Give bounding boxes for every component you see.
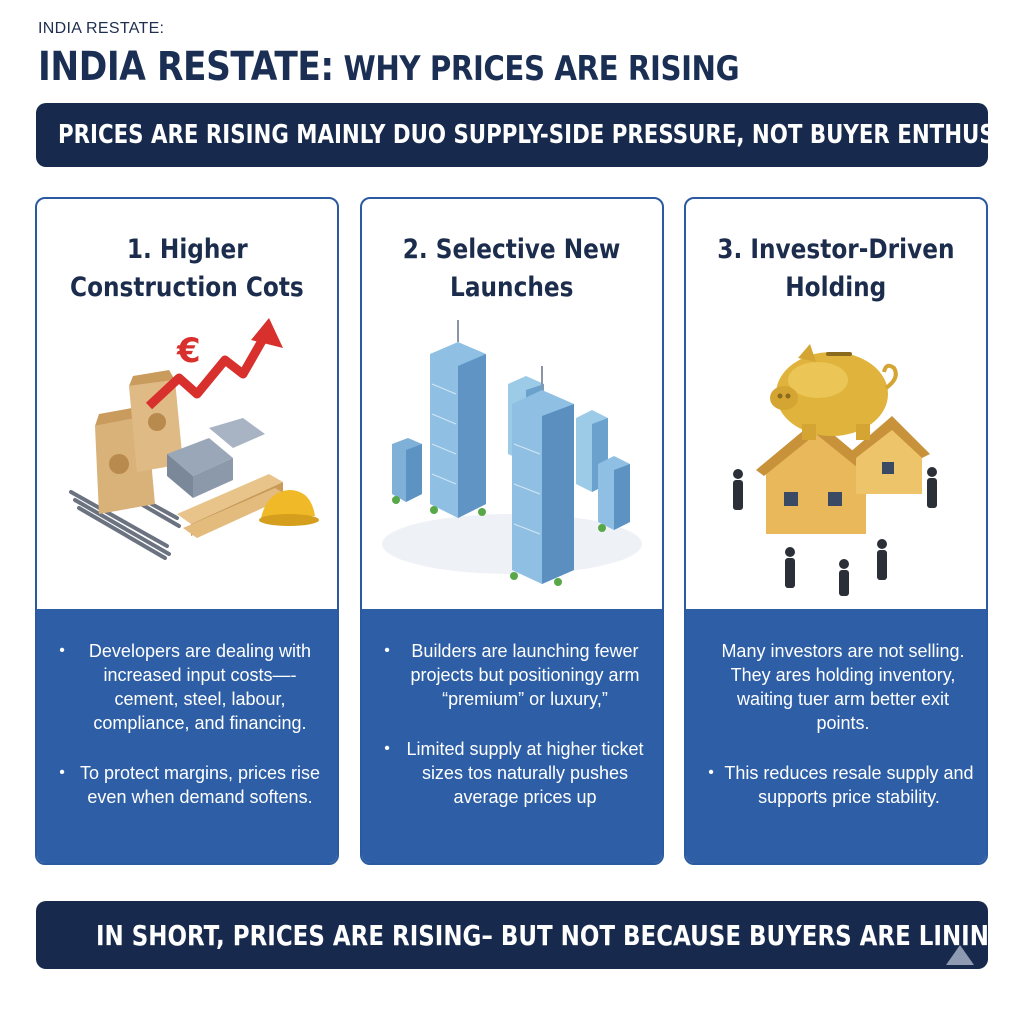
page-title-part2: WHY PRICES ARE RISING	[333, 49, 740, 89]
bullet-item: • This reduces resale supply and support…	[700, 761, 976, 809]
card-body: • Developers are dealing with increased …	[37, 609, 337, 863]
bullet-dot: •	[384, 740, 390, 757]
card-construction-costs: 1. Higher Construction Cots	[35, 197, 339, 865]
bullet-item: • Builders are launching fewer projects …	[376, 639, 652, 711]
card-title-line2: Construction Cots	[70, 272, 304, 303]
bullet-item: • To protect margins, prices rise even w…	[51, 761, 327, 809]
bullet-text: Limited supply at higher ticket sizes to…	[406, 739, 644, 807]
bullet-item: • Limited supply at higher ticket sizes …	[376, 737, 652, 809]
card-title-line2: Holding	[785, 272, 887, 303]
bullet-text: Developers are dealing with increased in…	[88, 641, 312, 733]
summary-text: IN SHORT, PRICES ARE RISING– BUT NOT BEC…	[96, 919, 988, 952]
card-title: 2. Selective New Launches	[362, 231, 662, 307]
piggy-bank-house-investors-icon	[733, 344, 937, 596]
page-title: INDIA RESTATE: WHY PRICES ARE RISING	[38, 44, 740, 90]
bullet-dot: •	[708, 764, 714, 781]
subtitle-text: PRICES ARE RISING MAINLY DUO SUPPLY-SIDE…	[58, 120, 988, 150]
bullet-text: To protect margins, prices rise even whe…	[79, 763, 321, 807]
bullet-text: Builders are launching fewer projects bu…	[410, 641, 640, 709]
svg-text:€: €	[176, 331, 201, 371]
bullet-item: • Developers are dealing with increased …	[51, 639, 327, 735]
card-title-line1: 2. Selective New	[403, 234, 621, 265]
bullet-text: This reduces resale supply and supports …	[724, 763, 974, 807]
bullet-dot: •	[59, 642, 65, 659]
card-body: Many investors are not selling. They are…	[686, 609, 986, 863]
card-title: 1. Higher Construction Cots	[37, 231, 337, 307]
paragraph-text: Many investors are not selling. They are…	[721, 641, 965, 733]
summary-banner: IN SHORT, PRICES ARE RISING– BUT NOT BEC…	[36, 901, 988, 969]
bullet-dot: •	[59, 764, 65, 781]
bullet-dot: •	[384, 642, 390, 659]
page-title-part1: INDIA RESTATE:	[38, 44, 334, 90]
sparkle-icon	[946, 945, 974, 965]
card-title: 3. Investor-Driven Holding	[686, 231, 986, 307]
header-kicker: INDIA RESTATE:	[38, 20, 165, 37]
card-title-line1: 1. Higher	[126, 234, 248, 265]
subtitle-banner: PRICES ARE RISING MAINLY DUO SUPPLY-SIDE…	[36, 103, 988, 167]
card-investor-holding: 3. Investor-Driven Holding	[684, 197, 988, 865]
card-title-line2: Launches	[450, 272, 574, 303]
construction-materials-rising-cost-icon: €	[69, 318, 319, 560]
card-title-line1: 3. Investor-Driven	[717, 234, 955, 265]
high-rise-towers-icon	[382, 320, 642, 586]
card-selective-launches: 2. Selective New Launches	[360, 197, 664, 865]
card-body: • Builders are launching fewer projects …	[362, 609, 662, 863]
